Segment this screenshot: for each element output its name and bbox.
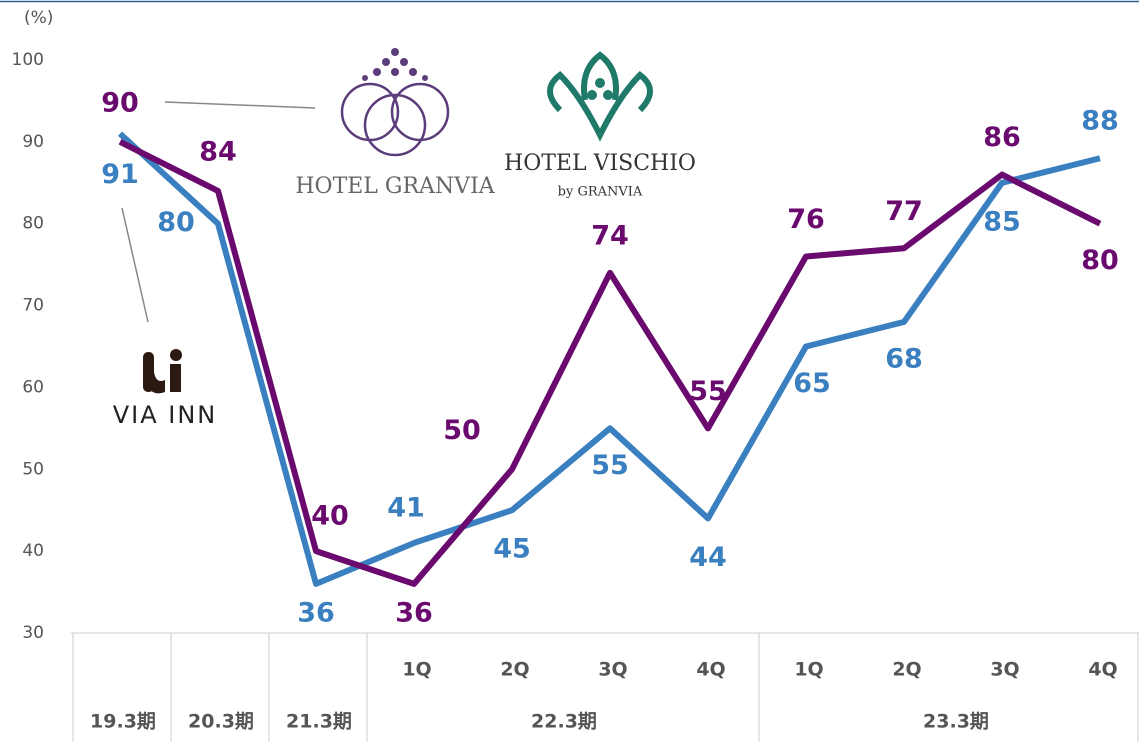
y-tick-label: 30 [22,623,44,643]
x-tick-label: 1Q [794,659,823,681]
data-label: 84 [199,136,237,167]
y-tick-label: 80 [22,214,44,234]
data-label: 88 [1081,106,1119,137]
logo-text: HOTEL GRANVIA [295,174,495,199]
data-label: 90 [101,87,139,118]
data-label: 65 [793,368,831,399]
connector [121,207,149,323]
y-tick-label: 60 [22,377,44,397]
data-label: 40 [311,501,349,532]
data-label: 55 [689,376,727,407]
series-line [117,131,1101,587]
data-label: 76 [787,204,825,235]
data-label: 45 [493,534,531,565]
data-label: 80 [1081,245,1119,276]
x-tick-label: 3Q [598,659,627,681]
logo-text: VIA INN [113,401,218,429]
data-label: 41 [387,492,425,523]
x-tick-label: 4Q [1088,659,1117,681]
data-label: 50 [443,415,481,446]
y-tick-label: 90 [22,132,44,152]
x-group-label: 23.3期 [923,711,989,733]
y-tick-label: 50 [22,459,44,479]
x-tick-label: 3Q [990,659,1019,681]
vischio-logo [547,51,653,142]
x-group-label: 19.3期 [90,711,156,733]
x-tick-label: 1Q [402,659,431,681]
granvia-logo [340,48,450,157]
y-tick-label: 100 [12,50,44,70]
data-label: 77 [885,196,923,227]
data-label: 55 [591,450,629,481]
y-unit: (%) [24,8,53,28]
y-tick-label: 70 [22,296,44,316]
x-group-label: 22.3期 [531,711,597,733]
data-label: 80 [157,207,195,238]
data-label: 85 [983,206,1021,237]
data-label: 74 [591,220,629,251]
logo-text: HOTEL VISCHIO [504,151,696,176]
y-tick-label: 40 [22,541,44,561]
data-label: 44 [689,542,727,573]
data-label: 91 [101,159,139,190]
x-tick-label: 2Q [892,659,921,681]
series-line [118,139,1102,587]
data-label: 68 [885,343,923,374]
x-tick-label: 2Q [500,659,529,681]
connector [164,101,316,109]
via-inn-logo [143,349,182,394]
x-group-label: 21.3期 [286,711,352,733]
logo-subtext: by GRANVIA [558,185,643,200]
x-tick-label: 4Q [696,659,725,681]
x-group-label: 20.3期 [188,711,254,733]
data-label: 36 [297,597,335,628]
data-label: 86 [983,122,1021,153]
data-label: 36 [395,597,433,628]
